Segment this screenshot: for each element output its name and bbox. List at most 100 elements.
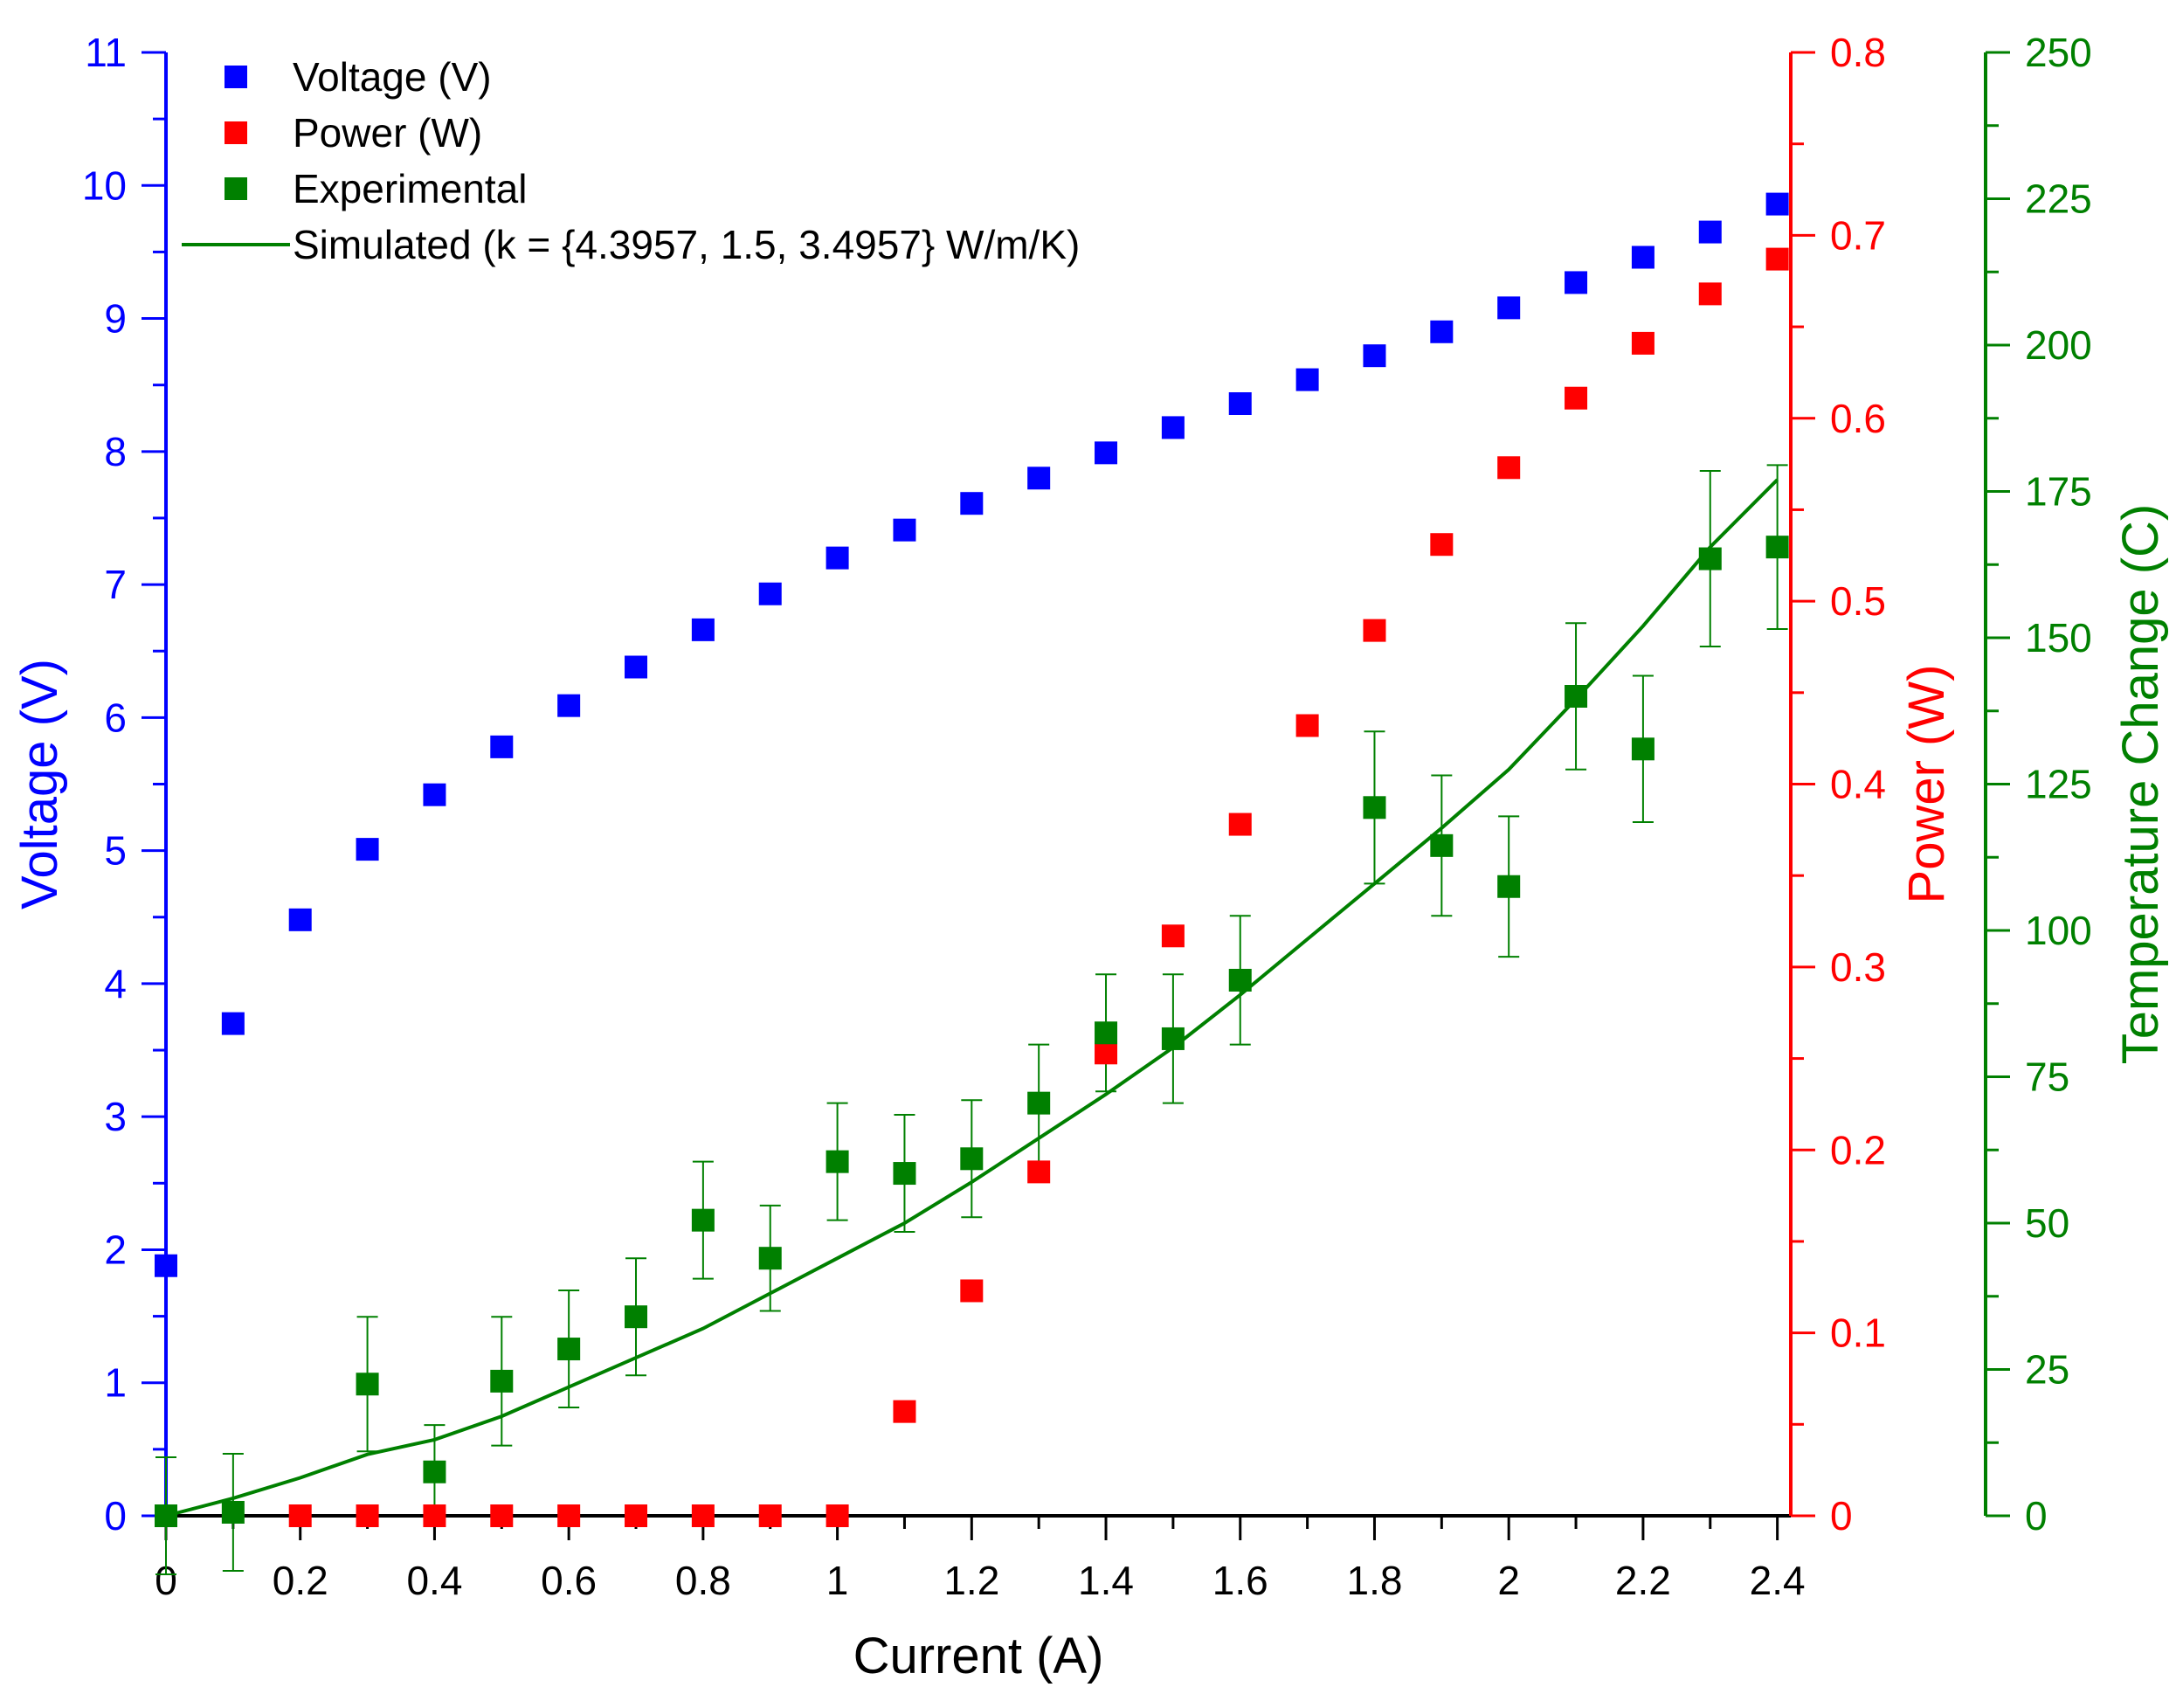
temperature-tick-label: 125 bbox=[2025, 762, 2092, 807]
voltage-point bbox=[490, 735, 514, 758]
temperature-axis-title: Temperature Change (C) bbox=[2112, 504, 2169, 1065]
experimental-point bbox=[356, 1373, 379, 1396]
voltage-point bbox=[893, 518, 916, 542]
voltage-tick-label: 6 bbox=[104, 695, 127, 740]
voltage-point bbox=[1228, 392, 1252, 415]
experimental-point bbox=[423, 1460, 446, 1483]
temperature-tick-label: 250 bbox=[2025, 30, 2092, 75]
voltage-point bbox=[356, 838, 379, 861]
power-point bbox=[1027, 1160, 1051, 1184]
temperature-tick-label: 25 bbox=[2025, 1347, 2069, 1393]
power-point bbox=[691, 1504, 715, 1527]
power-tick-label: 0.4 bbox=[1830, 762, 1886, 807]
voltage-tick-label: 2 bbox=[104, 1227, 127, 1272]
power-point bbox=[893, 1400, 916, 1423]
x-tick-label: 1.2 bbox=[943, 1558, 999, 1603]
voltage-tick-label: 8 bbox=[104, 429, 127, 474]
voltage-point bbox=[1363, 344, 1386, 368]
power-tick-label: 0.1 bbox=[1830, 1310, 1886, 1356]
temperature-tick-label: 150 bbox=[2025, 615, 2092, 660]
temperature-tick-label: 75 bbox=[2025, 1055, 2069, 1100]
power-point bbox=[1295, 714, 1319, 737]
power-axis-title: Power (W) bbox=[1898, 665, 1955, 904]
voltage-point bbox=[1430, 320, 1454, 343]
experimental-point bbox=[625, 1305, 648, 1329]
temperature-tick-label: 100 bbox=[2025, 908, 2092, 953]
x-tick-label: 1.4 bbox=[1078, 1558, 1134, 1603]
legend: Voltage (V) Power (W) Experimental Simulate… bbox=[182, 54, 1080, 267]
experimental-point bbox=[1698, 547, 1722, 570]
experimental-point bbox=[826, 1150, 849, 1173]
voltage-point bbox=[691, 618, 715, 641]
power-point bbox=[1497, 456, 1521, 480]
simulated-curve bbox=[165, 478, 1779, 1518]
power-point bbox=[1161, 924, 1185, 948]
voltage-point bbox=[960, 492, 984, 515]
experimental-point bbox=[1497, 875, 1521, 898]
legend-label: Voltage (V) bbox=[293, 54, 492, 100]
voltage-tick-label: 7 bbox=[104, 562, 127, 607]
experimental-point bbox=[1363, 796, 1386, 819]
x-axis-title: Current (A) bbox=[853, 1628, 1104, 1684]
voltage-tick-label: 3 bbox=[104, 1094, 127, 1139]
voltage-point bbox=[1027, 467, 1051, 490]
voltage-point bbox=[557, 694, 581, 717]
power-tick-label: 0.2 bbox=[1830, 1127, 1886, 1172]
experimental-point bbox=[1765, 536, 1789, 559]
x-tick-label: 2.2 bbox=[1615, 1558, 1671, 1603]
voltage-tick-label: 0 bbox=[104, 1493, 127, 1539]
voltage-point bbox=[826, 546, 849, 570]
voltage-axis-title: Voltage (V) bbox=[11, 659, 68, 909]
voltage-tick-label: 9 bbox=[104, 296, 127, 342]
x-tick-label: 0.6 bbox=[541, 1558, 597, 1603]
voltage-point bbox=[625, 655, 648, 679]
power-point bbox=[1430, 533, 1454, 557]
experimental-point bbox=[155, 1504, 177, 1527]
x-tick-label: 0.4 bbox=[406, 1558, 462, 1603]
temperature-tick-label: 175 bbox=[2025, 469, 2092, 515]
experimental-point bbox=[960, 1147, 984, 1171]
power-point bbox=[356, 1504, 379, 1527]
legend-label: Experimental bbox=[293, 166, 527, 211]
experimental-point bbox=[691, 1208, 715, 1232]
voltage-point bbox=[1161, 416, 1185, 439]
power-point bbox=[1228, 813, 1252, 836]
experimental-point bbox=[1095, 1021, 1118, 1045]
power-tick-label: 0 bbox=[1830, 1493, 1853, 1539]
power-tick-label: 0.8 bbox=[1830, 30, 1886, 75]
power-point bbox=[1565, 386, 1588, 410]
power-point bbox=[1631, 331, 1655, 355]
power-tick-label: 0.6 bbox=[1830, 396, 1886, 441]
power-point bbox=[423, 1504, 446, 1527]
experimental-point bbox=[557, 1338, 581, 1361]
experimental-point bbox=[1027, 1091, 1051, 1115]
power-point bbox=[625, 1504, 648, 1527]
error-bars-group bbox=[155, 464, 1788, 1575]
voltage-point bbox=[758, 582, 782, 605]
power-point bbox=[1698, 282, 1722, 306]
voltage-tick-label: 5 bbox=[104, 828, 127, 874]
power-point bbox=[960, 1279, 984, 1303]
experimental-point bbox=[1430, 833, 1454, 857]
voltage-point bbox=[423, 783, 446, 806]
power-tick-label: 0.3 bbox=[1830, 944, 1886, 990]
voltage-point bbox=[1565, 271, 1588, 294]
data-points-group bbox=[155, 192, 1789, 1527]
legend-square-swatch bbox=[225, 66, 247, 88]
experimental-point bbox=[758, 1247, 782, 1270]
voltage-tick-label: 4 bbox=[104, 961, 127, 1006]
power-point bbox=[490, 1504, 514, 1527]
x-tick-label: 0.2 bbox=[273, 1558, 328, 1603]
power-point bbox=[826, 1504, 849, 1527]
power-tick-label: 0.7 bbox=[1830, 212, 1886, 258]
experimental-point bbox=[893, 1162, 916, 1186]
x-tick-label: 0.8 bbox=[675, 1558, 731, 1603]
temperature-tick-label: 50 bbox=[2025, 1200, 2069, 1246]
temperature-tick-label: 0 bbox=[2025, 1493, 2048, 1539]
power-point bbox=[557, 1504, 581, 1527]
power-point bbox=[1363, 619, 1386, 642]
voltage-point bbox=[1698, 220, 1722, 244]
power-point bbox=[1765, 247, 1789, 271]
voltage-point bbox=[1631, 245, 1655, 269]
